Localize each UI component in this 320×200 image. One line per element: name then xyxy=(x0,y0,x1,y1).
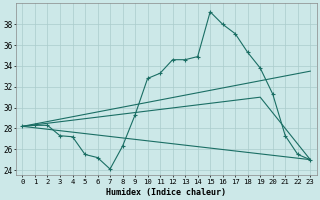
X-axis label: Humidex (Indice chaleur): Humidex (Indice chaleur) xyxy=(106,188,226,197)
